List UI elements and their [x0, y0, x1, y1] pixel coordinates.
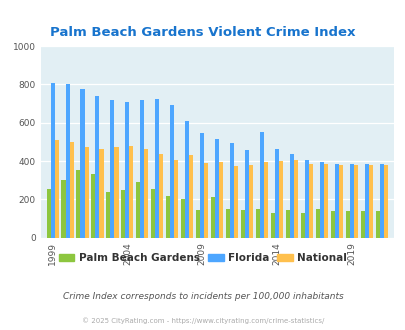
Text: © 2025 CityRating.com - https://www.cityrating.com/crime-statistics/: © 2025 CityRating.com - https://www.city… [82, 317, 323, 324]
Bar [185, 121, 189, 238]
Bar [151, 189, 155, 238]
Bar [204, 163, 208, 238]
Bar [264, 162, 268, 238]
Bar [353, 165, 357, 238]
Bar [234, 166, 238, 238]
Bar [129, 146, 133, 238]
Bar [300, 213, 304, 238]
Bar [345, 211, 349, 238]
Bar [47, 189, 51, 238]
Bar [61, 180, 65, 238]
Bar [368, 165, 372, 238]
Bar [293, 160, 297, 238]
Bar [106, 192, 110, 238]
Bar [80, 89, 84, 238]
Bar [155, 99, 159, 238]
Bar [76, 170, 80, 238]
Bar [99, 148, 103, 238]
Bar [349, 164, 353, 238]
Bar [315, 209, 319, 238]
Bar [84, 147, 88, 238]
Bar [144, 148, 148, 238]
Bar [330, 211, 334, 238]
Bar [159, 154, 163, 238]
Bar [121, 190, 125, 238]
Bar [230, 143, 234, 238]
Bar [215, 139, 219, 238]
Bar [245, 149, 249, 238]
Text: Palm Beach Gardens Violent Crime Index: Palm Beach Gardens Violent Crime Index [50, 26, 355, 40]
Bar [334, 164, 338, 238]
Bar [260, 132, 264, 238]
Bar [125, 102, 129, 238]
Bar [289, 154, 293, 238]
Bar [136, 182, 140, 238]
Bar [181, 199, 185, 238]
Bar [69, 142, 73, 238]
Bar [200, 133, 204, 238]
Bar [274, 148, 278, 238]
Bar [170, 105, 174, 238]
Bar [323, 164, 327, 238]
Bar [91, 175, 95, 238]
Bar [278, 161, 282, 238]
Bar [319, 162, 323, 238]
Bar [308, 164, 312, 238]
Bar [256, 209, 260, 238]
Bar [114, 147, 118, 238]
Bar [360, 211, 364, 238]
Bar [271, 213, 274, 238]
Bar [54, 140, 58, 238]
Bar [65, 84, 69, 238]
Bar [375, 211, 379, 238]
Bar [226, 209, 230, 238]
Text: Crime Index corresponds to incidents per 100,000 inhabitants: Crime Index corresponds to incidents per… [62, 292, 343, 301]
Legend: Palm Beach Gardens, Florida, National: Palm Beach Gardens, Florida, National [55, 249, 350, 267]
Bar [379, 164, 383, 238]
Bar [95, 96, 99, 238]
Bar [211, 197, 215, 238]
Bar [196, 210, 200, 238]
Bar [338, 165, 342, 238]
Bar [364, 164, 368, 238]
Bar [219, 162, 223, 238]
Bar [241, 210, 245, 238]
Bar [140, 100, 144, 238]
Bar [166, 196, 170, 238]
Bar [304, 160, 308, 238]
Bar [174, 160, 178, 238]
Bar [383, 165, 387, 238]
Bar [110, 100, 114, 238]
Bar [285, 210, 289, 238]
Bar [249, 165, 253, 238]
Bar [189, 155, 193, 238]
Bar [51, 82, 54, 238]
